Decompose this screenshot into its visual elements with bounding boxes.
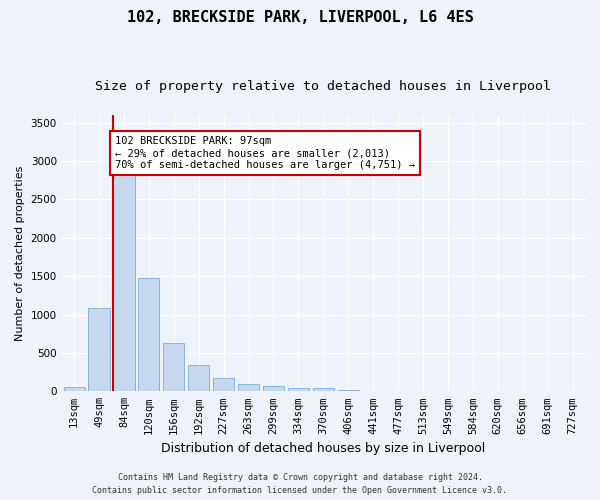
X-axis label: Distribution of detached houses by size in Liverpool: Distribution of detached houses by size … (161, 442, 485, 455)
Bar (138, 278, 160, 392)
Bar (263, 386, 284, 392)
Text: 102 BRECKSIDE PARK: 97sqm
← 29% of detached houses are smaller (2,013)
70% of se: 102 BRECKSIDE PARK: 97sqm ← 29% of detac… (115, 136, 415, 170)
Bar (288, 388, 309, 392)
Text: Contains HM Land Registry data © Crown copyright and database right 2024.
Contai: Contains HM Land Registry data © Crown c… (92, 473, 508, 495)
Bar (338, 390, 359, 392)
Bar (88, 308, 110, 392)
Bar (313, 388, 334, 392)
Bar (362, 390, 384, 392)
Y-axis label: Number of detached properties: Number of detached properties (15, 166, 25, 341)
Bar (188, 365, 209, 392)
Text: 102, BRECKSIDE PARK, LIVERPOOL, L6 4ES: 102, BRECKSIDE PARK, LIVERPOOL, L6 4ES (127, 10, 473, 25)
Bar (238, 384, 259, 392)
Bar (113, 170, 134, 392)
Bar (213, 378, 234, 392)
Bar (163, 343, 184, 392)
Bar (64, 388, 85, 392)
Title: Size of property relative to detached houses in Liverpool: Size of property relative to detached ho… (95, 80, 551, 93)
